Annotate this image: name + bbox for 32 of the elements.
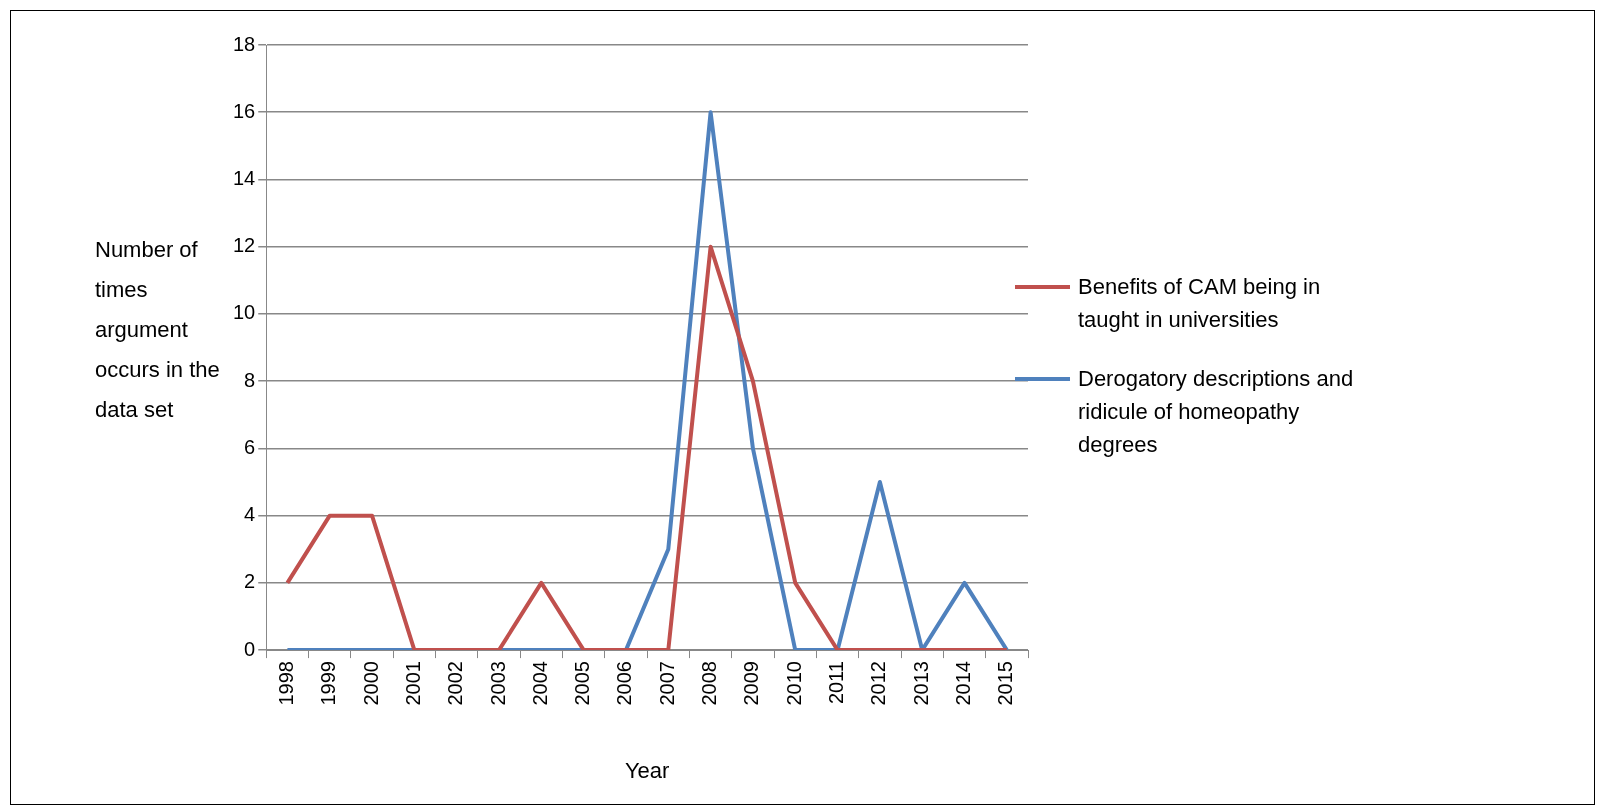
y-tick-label: 14	[233, 166, 256, 189]
x-tick-label: 2001	[401, 661, 424, 706]
x-tick-label: 1999	[317, 661, 340, 706]
legend-label: Derogatory descriptions and ridicule of homeopathy degrees	[1078, 365, 1355, 459]
x-tick-label: 2007	[655, 661, 678, 706]
x-tick-label: 2003	[486, 661, 509, 706]
x-tick-label: 2011	[825, 661, 848, 705]
x-tick-label: 1998	[274, 661, 297, 706]
y-tick-label: 6	[244, 435, 256, 458]
x-tick-label: 2008	[698, 661, 721, 706]
x-axis-title: Year	[624, 757, 670, 783]
x-tick-label: 2004	[528, 661, 551, 706]
x-tick-label: 2006	[613, 661, 636, 706]
x-tick-label: 2005	[571, 661, 594, 706]
x-tick-label: 2015	[994, 661, 1017, 706]
y-tick-label: 18	[233, 32, 256, 55]
x-tick-label: 2013	[909, 661, 932, 706]
y-tick-label: 4	[244, 503, 256, 526]
legend-label: Benefits of CAM being in taught in universities	[1078, 273, 1322, 334]
x-tick-label: 2002	[444, 661, 467, 706]
x-tick-label: 2010	[782, 661, 805, 706]
y-tick-label: 12	[233, 234, 256, 257]
y-tick-label: 8	[244, 368, 256, 391]
y-tick-label: 2	[244, 570, 256, 593]
x-tick-label: 2000	[359, 661, 382, 706]
y-tick-label: 16	[233, 99, 256, 122]
x-tick-label: 2009	[740, 661, 763, 706]
x-tick-label: 2012	[867, 661, 890, 706]
x-tick-label: 2014	[952, 661, 975, 706]
y-axis-title: Number of times argument occurs in the data set	[95, 236, 221, 424]
y-tick-label: 0	[244, 637, 256, 660]
y-tick-label: 10	[233, 301, 256, 324]
